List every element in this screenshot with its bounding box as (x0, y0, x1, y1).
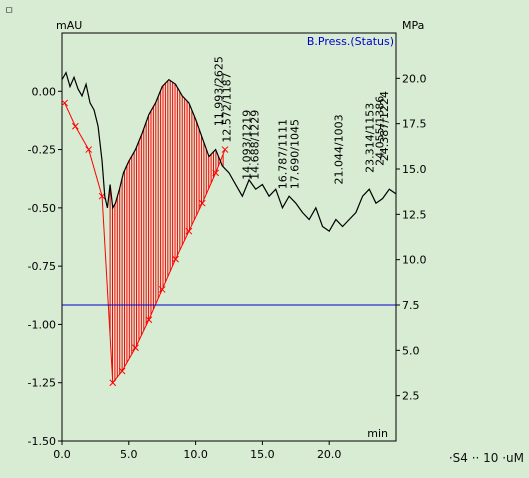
peak-label: 24.055/1386 (373, 96, 386, 166)
baseline-marker (61, 99, 69, 107)
x-tick-label: 5.0 (120, 448, 138, 461)
y-left-tick-label: 0.00 (32, 85, 57, 98)
y-right-tick-label: 5.0 (402, 344, 420, 357)
peak-label: 14.093/1219 (240, 110, 253, 180)
baseline-marker (85, 146, 93, 153)
x-tick-label: 15.0 (250, 448, 275, 461)
legend-entry: B.Press.(Status) (307, 35, 394, 48)
x-axis-label: min (367, 427, 388, 440)
peak-label: 12.572/1187 (220, 72, 233, 142)
y-left-tick-label: -0.50 (28, 202, 56, 215)
y-right-tick-label: 17.5 (402, 118, 427, 131)
peak-label: 23.314/1153 (363, 103, 376, 173)
y-right-tick-label: 20.0 (402, 72, 427, 85)
baseline-marker (118, 367, 126, 375)
y-axis-right-label: MPa (402, 19, 424, 32)
baseline-marker (185, 227, 193, 235)
baseline-marker (132, 344, 139, 352)
footer-text: ·S4 ·· 10 ·uM (449, 451, 524, 465)
signal-trace (61, 71, 397, 233)
y-left-tick-label: -0.25 (28, 144, 56, 157)
y-left-tick-label: -1.00 (28, 318, 56, 331)
y-right-tick-label: 15.0 (402, 163, 427, 176)
x-tick-label: 20.0 (317, 448, 342, 461)
baseline-marker (172, 255, 179, 263)
baseline-marker (145, 316, 153, 324)
y-right-tick-label: 7.5 (402, 299, 420, 312)
y-right-tick-label: 10.0 (402, 254, 427, 267)
x-tick-label: 0.0 (53, 448, 71, 461)
peak-label: 11.993/2625 (212, 56, 225, 126)
y-left-tick-label: -0.75 (28, 260, 56, 273)
baseline-marker (109, 379, 117, 387)
corner-mark: ㅁ (4, 4, 14, 17)
y-left-tick-label: -1.50 (28, 435, 56, 448)
y-left-tick-label: -1.25 (28, 377, 56, 390)
peak-label: 24.387/1224 (378, 91, 391, 161)
peak-label: 16.787/1111 (276, 119, 289, 189)
peak-baseline (64, 102, 226, 385)
baseline-marker (72, 122, 79, 130)
x-tick-label: 10.0 (183, 448, 208, 461)
baseline-marker (158, 286, 166, 293)
peak-label: 21.044/1003 (333, 114, 346, 184)
peak-label: 17.690/1045 (288, 119, 301, 189)
baseline-marker (221, 146, 229, 153)
plot-frame (61, 32, 397, 442)
y-right-tick-label: 2.5 (402, 390, 420, 403)
peak-label: 14.688/1229 (248, 110, 261, 180)
baseline-marker (198, 199, 206, 207)
baseline-marker (212, 169, 219, 177)
y-right-tick-label: 12.5 (402, 208, 427, 221)
y-axis-left-label: mAU (56, 19, 82, 32)
